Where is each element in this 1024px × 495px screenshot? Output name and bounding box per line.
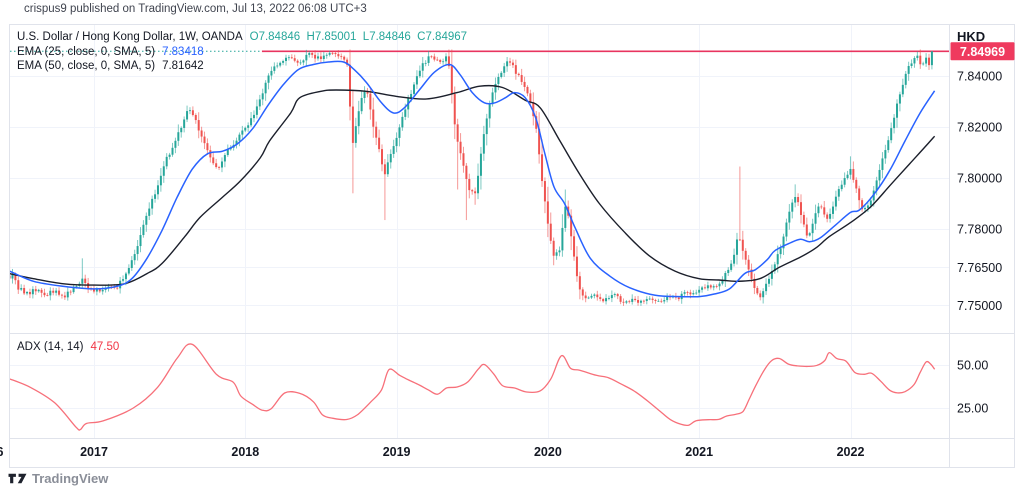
price-tick-label: 7.80000 <box>957 172 1002 186</box>
price-tick-label: 7.82000 <box>957 121 1002 135</box>
pane-separators <box>9 24 1015 468</box>
time-tick-label: 2021 <box>685 445 713 459</box>
adx-legend: ADX (14, 14) 47.50 <box>17 341 119 353</box>
price-tick-label: 7.76500 <box>957 261 1002 275</box>
last-price-label: 7.84969 <box>960 45 1005 59</box>
ema25-label: EMA (25, close, 0, SMA, 5) <box>17 45 156 58</box>
ema50-row: EMA (50, close, 0, SMA, 5) 7.81642 <box>17 59 467 74</box>
tradingview-watermark[interactable]: TradingView <box>8 471 108 486</box>
adx-line <box>10 343 936 431</box>
price-tick-label: 7.78000 <box>957 223 1002 237</box>
time-tick-label: 2020 <box>534 445 562 459</box>
adx-value: 47.50 <box>90 341 120 353</box>
ema50-value: 7.81642 <box>162 60 204 73</box>
grid <box>10 25 949 438</box>
last-price-badge: 7.84969 <box>950 42 1015 61</box>
symbol-title: U.S. Dollar / Hong Kong Dollar, 1W, OAND… <box>17 31 243 43</box>
ema50-line <box>10 84 936 286</box>
symbol-legend: U.S. Dollar / Hong Kong Dollar, 1W, OAND… <box>17 30 467 74</box>
ema25-value: 7.83418 <box>162 45 204 58</box>
ema50-label: EMA (50, close, 0, SMA, 5) <box>17 60 156 73</box>
time-tick-label: 2022 <box>837 445 865 459</box>
currency-label: HKD <box>957 29 985 44</box>
time-tick-label: 2017 <box>80 445 108 459</box>
price-tick-label: 7.75000 <box>957 299 1002 313</box>
watermark-label: TradingView <box>32 471 109 486</box>
time-tick-label: 2019 <box>383 445 411 459</box>
ema25-row: EMA (25, close, 0, SMA, 5) 7.83418 <box>17 45 467 60</box>
ohlc-values: O7.84846 H7.85001 L7.84846 C7.84967 <box>249 31 468 43</box>
adx-tick-label: 50.00 <box>957 359 988 373</box>
symbol-row: U.S. Dollar / Hong Kong Dollar, 1W, OAND… <box>17 30 467 45</box>
adx-label: ADX (14, 14) <box>17 341 84 353</box>
price-tick-label: 7.84000 <box>957 70 1002 84</box>
time-tick-label: 2018 <box>231 445 259 459</box>
attribution-text: crispus9 published on TradingView.com, J… <box>24 3 367 15</box>
tradingview-logo-icon <box>8 473 27 484</box>
time-tick-fragment: 6 <box>0 445 4 459</box>
adx-tick-label: 25.00 <box>957 402 988 416</box>
ema25-line <box>10 60 936 298</box>
